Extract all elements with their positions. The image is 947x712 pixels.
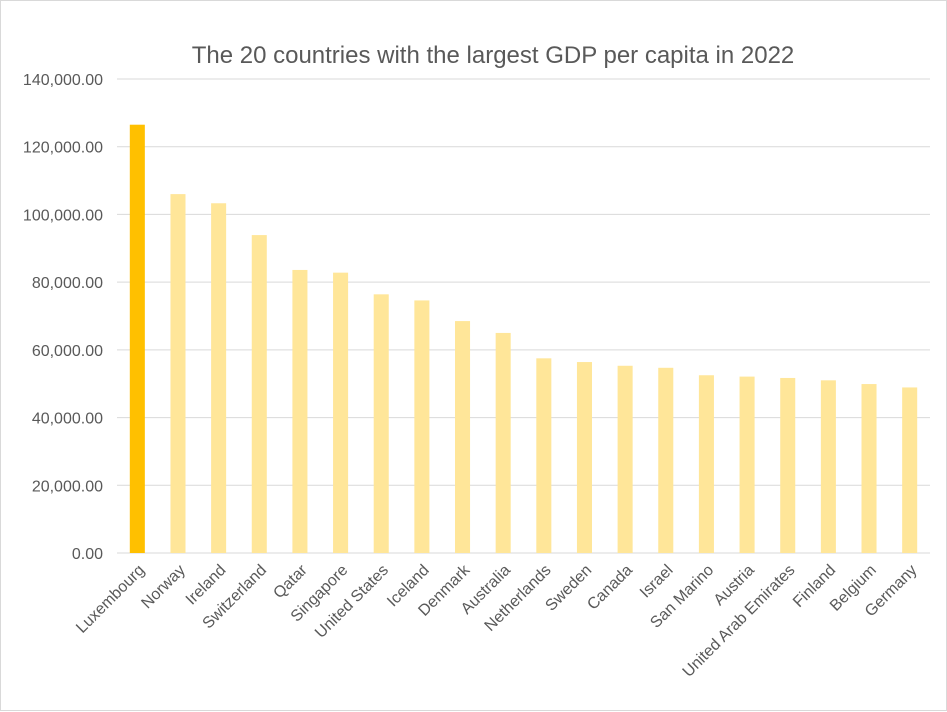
bar-austria <box>739 376 755 553</box>
y-tick-label: 80,000.00 <box>32 275 103 292</box>
bar-germany <box>902 387 918 553</box>
bar-san-marino <box>698 375 714 553</box>
x-category-label: Norway <box>138 562 188 612</box>
bar-australia <box>495 332 511 553</box>
chart-title: The 20 countries with the largest GDP pe… <box>192 42 795 69</box>
y-tick-label: 20,000.00 <box>32 478 103 495</box>
bar-norway <box>170 194 186 553</box>
y-tick-label: 40,000.00 <box>32 411 103 428</box>
bar-switzerland <box>251 235 267 553</box>
bar-singapore <box>333 272 349 553</box>
x-category-label: Canada <box>584 562 636 614</box>
y-tick-label: 120,000.00 <box>23 140 103 157</box>
bars <box>129 124 918 553</box>
bar-luxembourg <box>129 124 145 553</box>
bar-ireland <box>211 203 227 553</box>
bar-denmark <box>455 321 471 553</box>
x-category-label: United States <box>312 562 392 642</box>
y-tick-label: 0.00 <box>72 546 103 563</box>
bar-united-arab-emirates <box>780 377 796 553</box>
bar-netherlands <box>536 358 552 553</box>
bar-united-states <box>373 294 389 553</box>
x-category-label: Luxembourg <box>73 562 148 637</box>
bar-belgium <box>861 384 877 553</box>
y-tick-label: 140,000.00 <box>23 72 103 89</box>
bar-iceland <box>414 300 430 553</box>
y-tick-label: 100,000.00 <box>23 207 103 224</box>
bar-qatar <box>292 269 308 553</box>
y-axis-tick-labels: 0.00 20,000.00 40,000.00 60,000.00 80,000.00… <box>23 72 103 563</box>
bar-sweden <box>576 362 592 553</box>
bar-israel <box>658 367 674 553</box>
bar-finland <box>820 380 836 553</box>
gridlines <box>117 78 930 554</box>
bar-canada <box>617 365 633 553</box>
y-tick-label: 60,000.00 <box>32 343 103 360</box>
